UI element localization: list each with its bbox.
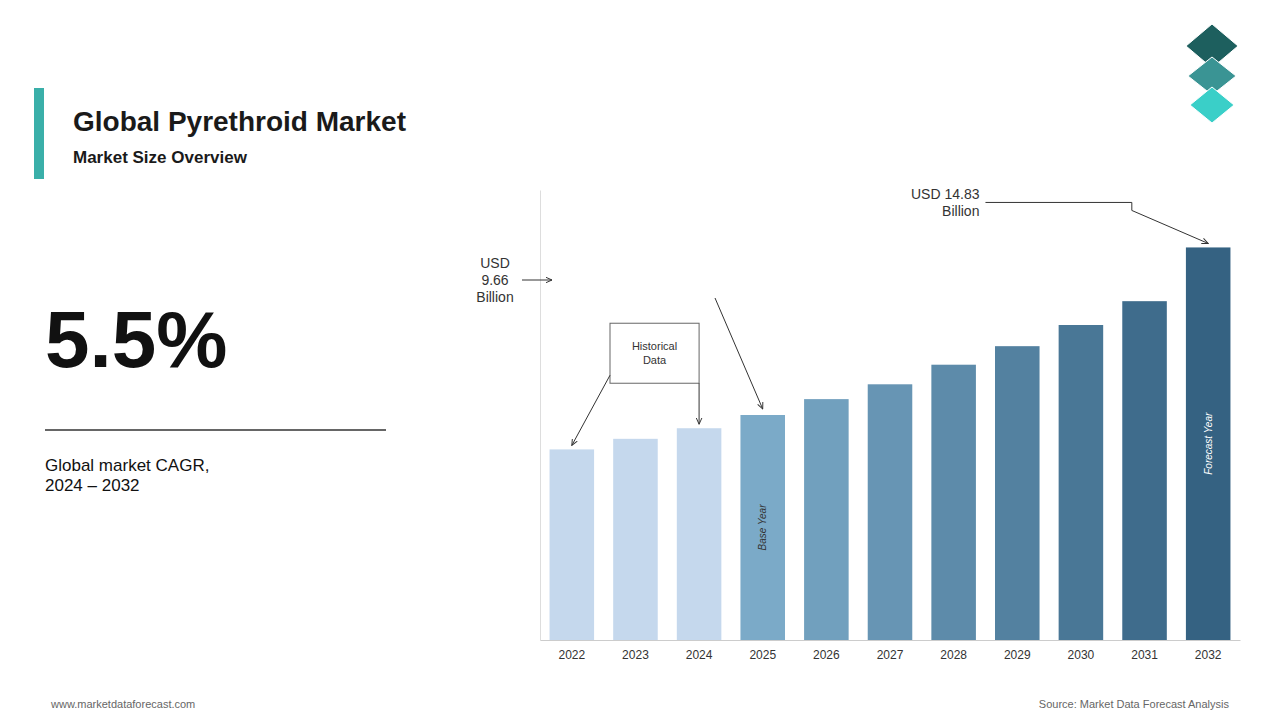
bar (550, 449, 595, 640)
x-tick-label: 2022 (558, 648, 585, 662)
market-size-base-arrow (522, 280, 552, 281)
market-size-forecast-label-line: Billion (942, 203, 979, 219)
title: Global Pyrethroid Market (73, 106, 406, 137)
x-tick: 2024 (686, 648, 713, 662)
market-size-forecast-arrow (1132, 210, 1208, 243)
bar (804, 399, 849, 640)
bar (931, 365, 976, 640)
chart: Global Pyrethroid Market Market Size Over… (0, 0, 1280, 720)
bar (995, 346, 1040, 640)
x-tick-label: 2031 (1131, 648, 1158, 662)
x-tick: 2032 (1195, 648, 1222, 662)
logo-diamond (1190, 87, 1234, 123)
x-axis: 2022 2023 2024 2025 2026 2027 2028 2029 2030 2031… (541, 641, 1241, 662)
x-tick-label: 2024 (686, 648, 713, 662)
historical-label-line: Data (643, 354, 667, 366)
bars (550, 247, 1231, 640)
x-axis-line (541, 640, 1241, 641)
historical-label-line: Historical (632, 340, 677, 352)
bar (740, 415, 785, 640)
y-axis-line (540, 191, 541, 641)
historical-arrow (699, 383, 700, 424)
x-tick: 2023 (622, 648, 649, 662)
historical-arrow (572, 375, 610, 445)
logo (1186, 24, 1238, 123)
historical-label: Historical Data (632, 340, 677, 365)
y-axis (540, 191, 541, 641)
cagr-label-line: Global market CAGR, (45, 456, 209, 475)
footer-right: Source: Market Data Forecast Analysis (1039, 698, 1230, 710)
cagr-label-line: 2024 – 2032 (45, 476, 140, 495)
x-tick: 2027 (877, 648, 904, 662)
x-tick: 2022 (558, 648, 585, 662)
x-tick: 2028 (940, 648, 967, 662)
x-tick-label: 2026 (813, 648, 840, 662)
bar (868, 384, 913, 640)
base-year-label: Base Year (757, 504, 768, 551)
annotations: Base Year Forecast Year Historical Data USD9… (476, 186, 1213, 551)
cagr-label: Global market CAGR,2024 – 2032 (45, 456, 209, 495)
market-size-base-label-line: Billion (476, 289, 513, 305)
historical-box (610, 323, 699, 383)
x-tick-label: 2032 (1195, 648, 1222, 662)
x-tick: 2026 (813, 648, 840, 662)
footer-left: www.marketdataforecast.com (50, 698, 195, 710)
market-size-base-arrow (715, 298, 763, 409)
x-tick-label: 2028 (940, 648, 967, 662)
x-tick: 2029 (1004, 648, 1031, 662)
bar (1186, 247, 1231, 640)
market-size-forecast-label-line: USD 14.83 (911, 186, 980, 202)
bar (677, 428, 722, 640)
market-size-base-label-line: USD (480, 255, 510, 271)
market-size-forecast-label: USD 14.83Billion (911, 186, 980, 219)
x-tick-label: 2023 (622, 648, 649, 662)
x-tick-label: 2027 (877, 648, 904, 662)
forecast-year-label: Forecast Year (1203, 412, 1214, 475)
subtitle: Market Size Overview (73, 148, 248, 167)
market-size-base-label-line: 9.66 (481, 272, 508, 288)
x-tick: 2031 (1131, 648, 1158, 662)
x-tick: 2030 (1068, 648, 1095, 662)
x-tick: 2025 (749, 648, 776, 662)
bar (1059, 325, 1104, 640)
market-size-forecast-leader (985, 202, 1131, 210)
separator (45, 429, 386, 431)
left-panel: Global Pyrethroid Market Market Size Over… (34, 88, 406, 495)
x-tick-label: 2025 (749, 648, 776, 662)
x-tick-label: 2029 (1004, 648, 1031, 662)
cagr-value: 5.5% (45, 295, 227, 384)
bar (613, 439, 658, 640)
x-tick-label: 2030 (1068, 648, 1095, 662)
market-size-base-label: USD9.66Billion (476, 255, 513, 305)
bar (1122, 301, 1167, 640)
title-accent (34, 88, 44, 179)
